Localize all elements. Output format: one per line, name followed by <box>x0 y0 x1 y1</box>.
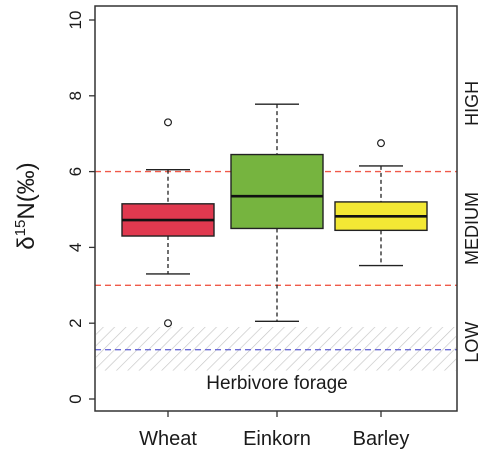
y-tick-label-6: 6 <box>66 167 85 176</box>
herbivore-forage-band <box>96 326 456 371</box>
y-tick-label-10: 10 <box>66 11 85 30</box>
x-tick-label-einkorn: Einkorn <box>243 428 311 450</box>
outlier-wheat-1 <box>164 319 173 328</box>
y-axis: 0 2 4 6 8 10 <box>66 11 95 404</box>
outlier-wheat-0 <box>164 118 173 127</box>
y-tick-label-8: 8 <box>66 91 85 100</box>
y-tick-label-4: 4 <box>66 243 85 252</box>
plot-frame <box>94 5 458 412</box>
right-level-labels: HIGH MEDIUM LOW <box>462 81 482 363</box>
x-tick-label-barley: Barley <box>353 428 410 450</box>
outlier-barley-0 <box>377 139 386 148</box>
y-axis-label: δ15N(‰) <box>12 162 40 249</box>
level-label-high: HIGH <box>462 81 482 126</box>
x-tick-label-wheat: Wheat <box>139 428 197 450</box>
level-label-low: LOW <box>462 322 482 363</box>
herbivore-band-layer: Herbivore forage <box>96 326 456 394</box>
herbivore-forage-label: Herbivore forage <box>206 373 348 394</box>
box-einkorn <box>230 103 324 323</box>
boxes-layer <box>121 103 428 328</box>
box-barley <box>334 139 428 267</box>
y-tick-label-0: 0 <box>66 394 85 403</box>
y-axis-label-superscript: 15 <box>12 220 29 237</box>
level-label-medium: MEDIUM <box>462 192 482 265</box>
iqr-box-einkorn <box>230 153 324 230</box>
y-tick-label-2: 2 <box>66 318 85 327</box>
x-axis: Wheat Einkorn Barley <box>139 411 409 450</box>
box-wheat <box>121 118 215 328</box>
